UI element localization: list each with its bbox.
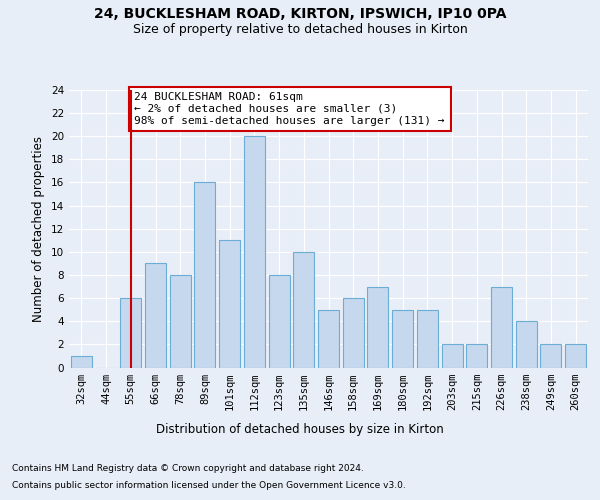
Bar — [516, 322, 537, 368]
Bar — [71, 356, 92, 368]
Text: Contains HM Land Registry data © Crown copyright and database right 2024.: Contains HM Land Registry data © Crown c… — [12, 464, 364, 473]
Bar — [194, 182, 215, 368]
Bar — [269, 275, 290, 368]
Bar — [219, 240, 240, 368]
Bar — [293, 252, 314, 368]
Bar — [466, 344, 487, 368]
Bar — [318, 310, 339, 368]
Bar — [392, 310, 413, 368]
Bar — [565, 344, 586, 368]
Bar — [491, 286, 512, 368]
Text: Distribution of detached houses by size in Kirton: Distribution of detached houses by size … — [156, 422, 444, 436]
Bar — [417, 310, 438, 368]
Bar — [541, 344, 562, 368]
Bar — [343, 298, 364, 368]
Text: 24, BUCKLESHAM ROAD, KIRTON, IPSWICH, IP10 0PA: 24, BUCKLESHAM ROAD, KIRTON, IPSWICH, IP… — [94, 8, 506, 22]
Bar — [145, 264, 166, 368]
Text: Size of property relative to detached houses in Kirton: Size of property relative to detached ho… — [133, 22, 467, 36]
Text: Contains public sector information licensed under the Open Government Licence v3: Contains public sector information licen… — [12, 481, 406, 490]
Bar — [244, 136, 265, 368]
Bar — [170, 275, 191, 368]
Bar — [367, 286, 388, 368]
Text: 24 BUCKLESHAM ROAD: 61sqm
← 2% of detached houses are smaller (3)
98% of semi-de: 24 BUCKLESHAM ROAD: 61sqm ← 2% of detach… — [134, 92, 445, 126]
Bar — [120, 298, 141, 368]
Y-axis label: Number of detached properties: Number of detached properties — [32, 136, 46, 322]
Bar — [442, 344, 463, 368]
